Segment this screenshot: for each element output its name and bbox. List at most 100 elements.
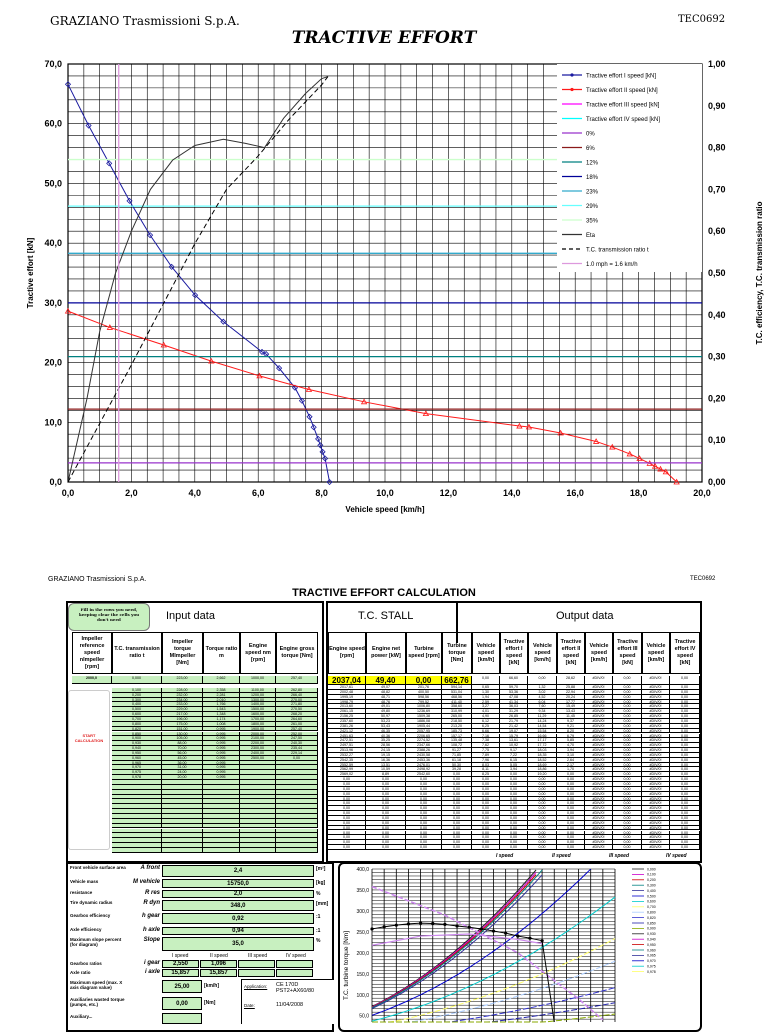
input-cell[interactable]: 266,40: [276, 692, 318, 698]
input-cell[interactable]: [240, 804, 276, 810]
input-cell[interactable]: [276, 813, 318, 819]
input-cell[interactable]: 1900,00: [240, 726, 276, 732]
input-cell[interactable]: [240, 784, 276, 790]
input-cell[interactable]: [240, 843, 276, 848]
input-cell[interactable]: [276, 784, 318, 790]
input-cell[interactable]: 0,800: [112, 721, 162, 727]
input-cell[interactable]: 2100,00: [240, 736, 276, 742]
input-cell[interactable]: 0,995: [203, 741, 240, 747]
input-cell[interactable]: 261,00: [276, 721, 318, 727]
input-cell[interactable]: [162, 784, 203, 790]
input-cell[interactable]: [240, 775, 276, 780]
param-input[interactable]: 15750,0: [162, 879, 314, 888]
input-cell[interactable]: [203, 843, 240, 848]
input-cell[interactable]: 2400,00: [240, 750, 276, 756]
input-cell[interactable]: [240, 818, 276, 824]
input-cell[interactable]: 0,965: [112, 760, 162, 766]
input-cell[interactable]: 1200,00: [240, 692, 276, 698]
input-cell[interactable]: 0,960: [112, 755, 162, 761]
input-cell[interactable]: 0,995: [203, 726, 240, 732]
input-cell[interactable]: 268,20: [276, 712, 318, 717]
axle-ratio-input[interactable]: [238, 969, 275, 977]
input-cell[interactable]: 0,600: [112, 712, 162, 717]
input-cell[interactable]: 0,850: [112, 731, 162, 737]
input-cell[interactable]: 229,14: [276, 750, 318, 756]
input-cell[interactable]: 1,766: [203, 702, 240, 708]
input-cell[interactable]: 196,00: [162, 716, 203, 722]
input-cell[interactable]: [276, 775, 318, 780]
axle-ratio-input[interactable]: 15,857: [162, 969, 199, 977]
input-cell[interactable]: [112, 789, 162, 795]
input-cell[interactable]: [203, 780, 240, 785]
input-cell[interactable]: [240, 770, 276, 776]
input-cell[interactable]: 1400,00: [240, 702, 276, 708]
input-cell[interactable]: [240, 809, 276, 814]
input-cell[interactable]: [162, 823, 203, 829]
input-cell[interactable]: 0,930: [112, 741, 162, 747]
input-cell[interactable]: 232,00: [162, 692, 203, 698]
input-cell[interactable]: 0,950: [112, 750, 162, 756]
input-cell[interactable]: 1300,00: [240, 697, 276, 703]
input-cell[interactable]: [112, 809, 162, 814]
input-cell[interactable]: [162, 833, 203, 839]
input-cell[interactable]: [276, 847, 318, 853]
input-cell[interactable]: 151,00: [162, 726, 203, 732]
param-input[interactable]: 0,92: [162, 913, 314, 924]
input-cell[interactable]: [276, 809, 318, 814]
input-cell[interactable]: 0,978: [112, 775, 162, 780]
aux-torque-input[interactable]: 0,00: [162, 997, 202, 1010]
input-cell[interactable]: [112, 784, 162, 790]
input-cell[interactable]: 1500,00: [240, 707, 276, 713]
input-cell[interactable]: 233,00: [162, 702, 203, 708]
input-cell[interactable]: [112, 813, 162, 819]
param-input[interactable]: 0,94: [162, 927, 314, 935]
input-cell[interactable]: [240, 760, 276, 766]
input-cell[interactable]: 240,30: [276, 741, 318, 747]
input-cell[interactable]: [112, 847, 162, 853]
input-cell[interactable]: [240, 823, 276, 829]
input-cell[interactable]: 235,44: [276, 746, 318, 751]
max-speed-input[interactable]: 25,00: [162, 980, 202, 993]
input-cell[interactable]: 0,975: [112, 770, 162, 776]
input-cell[interactable]: 0,700: [112, 716, 162, 722]
input-cell[interactable]: [240, 813, 276, 819]
input-cell[interactable]: 2200,00: [240, 741, 276, 747]
input-cell[interactable]: 1,174: [203, 716, 240, 722]
input-cell[interactable]: [203, 784, 240, 790]
gearbox-ratio-input[interactable]: 2,550: [162, 960, 199, 968]
input-cell[interactable]: 2,010: [203, 697, 240, 703]
input-cell[interactable]: 0,940: [112, 746, 162, 751]
input-cell[interactable]: 1000,00: [240, 676, 276, 684]
input-cell[interactable]: 20,00: [162, 775, 203, 780]
input-cell[interactable]: 0,970: [112, 765, 162, 771]
input-cell[interactable]: 1600,00: [240, 712, 276, 717]
input-cell[interactable]: [112, 818, 162, 824]
input-cell[interactable]: 31,00: [162, 765, 203, 771]
input-cell[interactable]: [112, 794, 162, 800]
gearbox-ratio-input[interactable]: [276, 960, 313, 968]
input-cell[interactable]: [112, 799, 162, 805]
param-input[interactable]: 35,0: [162, 937, 314, 951]
input-cell[interactable]: 45,00: [162, 755, 203, 761]
input-cell[interactable]: 1,348: [203, 712, 240, 717]
param-input[interactable]: 2,4: [162, 865, 314, 877]
input-cell[interactable]: 0,995: [203, 755, 240, 761]
input-cell[interactable]: [162, 794, 203, 800]
input-cell[interactable]: 0,995: [203, 731, 240, 737]
input-cell[interactable]: 88,00: [162, 741, 203, 747]
input-cell[interactable]: 0,995: [203, 765, 240, 771]
input-cell[interactable]: [240, 799, 276, 805]
input-cell[interactable]: 2,358: [203, 687, 240, 693]
input-cell[interactable]: 70,00: [162, 746, 203, 751]
input-cell[interactable]: [276, 780, 318, 785]
input-cell[interactable]: 2500,00: [240, 755, 276, 761]
input-cell[interactable]: 1700,00: [240, 716, 276, 722]
input-cell[interactable]: 0,995: [203, 736, 240, 742]
input-cell[interactable]: 105,00: [162, 736, 203, 742]
axle-ratio-input[interactable]: 15,857: [200, 969, 237, 977]
input-cell[interactable]: 234,00: [162, 697, 203, 703]
input-cell[interactable]: [276, 838, 318, 844]
input-cell[interactable]: [276, 823, 318, 829]
input-cell[interactable]: [112, 833, 162, 839]
input-cell[interactable]: 2000,00: [240, 731, 276, 737]
